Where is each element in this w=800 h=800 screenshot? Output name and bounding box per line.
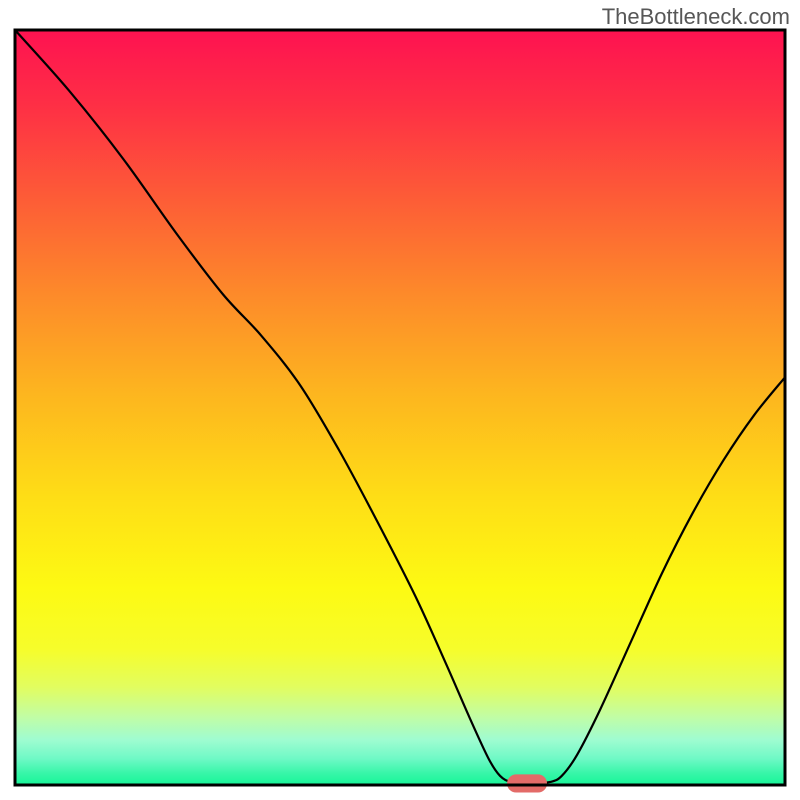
gradient-background [15,30,785,785]
optimal-point-marker [507,774,547,792]
chart-container: TheBottleneck.com [0,0,800,800]
watermark-text: TheBottleneck.com [602,4,790,30]
bottleneck-curve-chart [0,0,800,800]
